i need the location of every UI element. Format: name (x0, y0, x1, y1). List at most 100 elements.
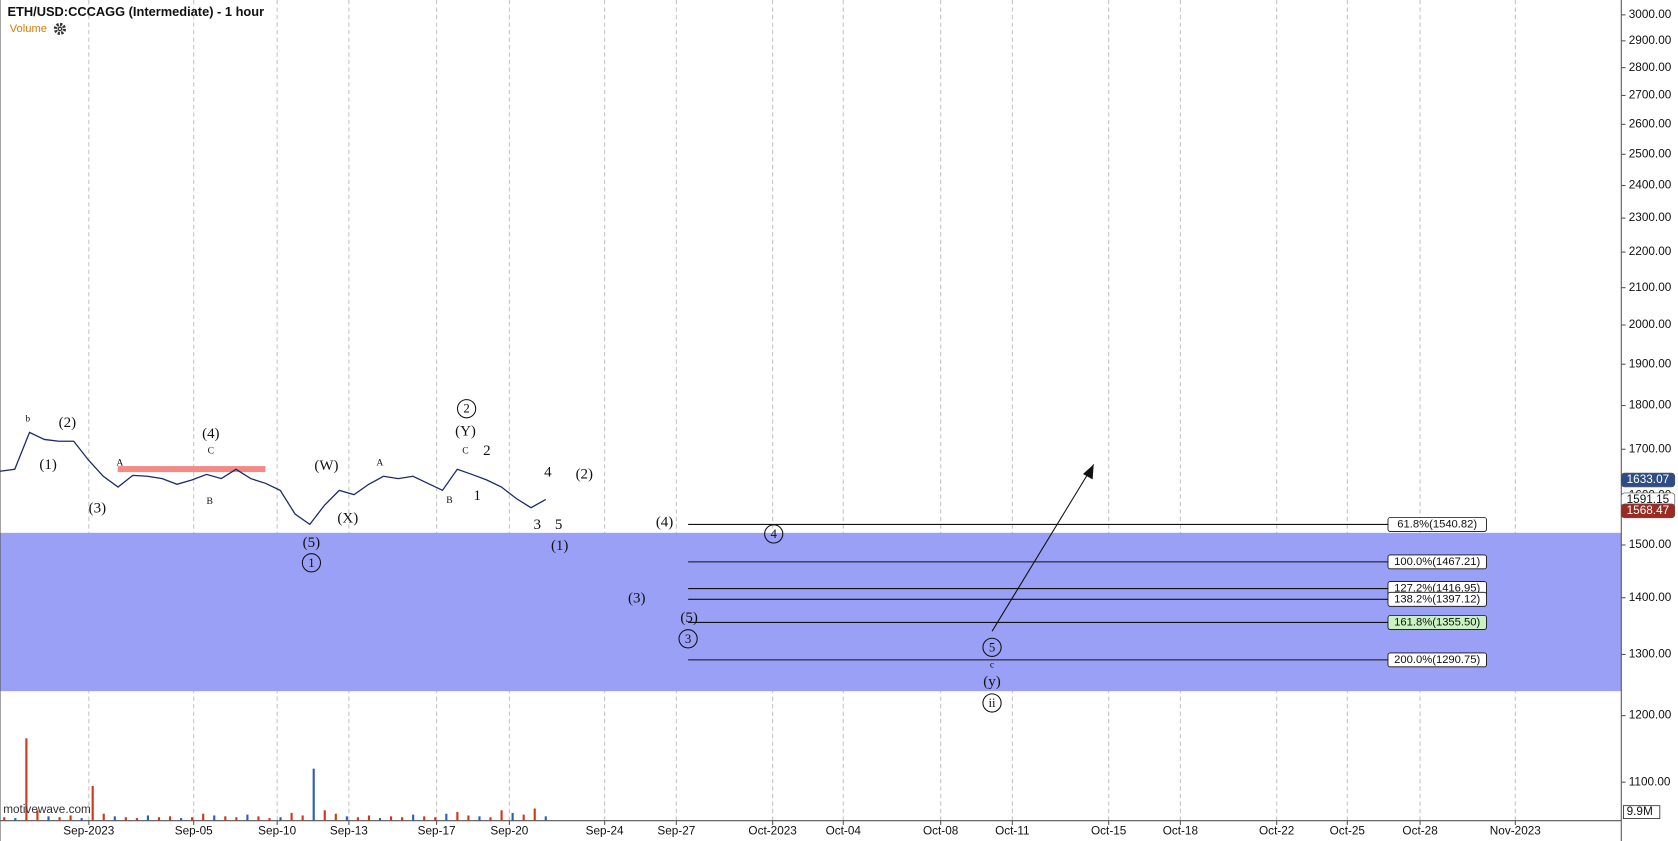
volume-bar (345, 816, 348, 821)
volume-bar (202, 813, 205, 821)
volume-bar (312, 768, 315, 821)
volume-bar (301, 815, 304, 821)
y-tick-label: 2200.00 (1629, 245, 1672, 258)
volume-bar (533, 808, 536, 821)
fib-label-box (1387, 615, 1487, 630)
fib-label: 61.8%(1540.82) (1397, 518, 1477, 530)
volume-bar (401, 817, 404, 821)
wave-label: (W) (314, 458, 338, 474)
wave-circle (301, 553, 322, 573)
price-marker-box (1620, 472, 1676, 488)
y-tick-label: 1400.00 (1629, 591, 1672, 604)
volume-bar (378, 818, 382, 821)
y-tick-label: 2600.00 (1629, 117, 1672, 130)
volume-bar (389, 816, 393, 821)
volume-bar (224, 816, 227, 821)
wave-label: A (376, 458, 383, 469)
wave-label: 5 (989, 640, 995, 654)
y-tick-label: 2300.00 (1629, 211, 1672, 224)
wave-label: ii (988, 696, 996, 710)
wave-label: (2) (576, 467, 593, 483)
fib-label: 138.2%(1397.12) (1394, 593, 1480, 605)
volume-bar (334, 813, 337, 821)
volume-bar (489, 817, 492, 821)
wave-label: (3) (89, 501, 106, 517)
wave-label: 2 (463, 402, 469, 416)
wave-label: 3 (533, 517, 540, 533)
wave-circle (456, 399, 477, 419)
volume-label[interactable]: Volume (10, 23, 47, 35)
volume-bar (3, 817, 6, 821)
volume-bar (279, 817, 282, 821)
wave-circle (764, 524, 784, 544)
fib-label-box (1387, 591, 1487, 607)
volume-bar (235, 817, 238, 821)
background-layer (0, 0, 1622, 821)
volume-bar (423, 816, 426, 821)
volume-bar (467, 815, 470, 821)
wave-label: (1) (39, 457, 56, 473)
volume-bar (124, 817, 127, 821)
y-tick-label: 2700.00 (1629, 89, 1672, 102)
wave-label: (5) (680, 610, 697, 626)
chart-title: ETH/USD:CCCAGG (Intermediate) - 1 hour (7, 4, 264, 19)
x-tick-label: Oct-25 (1330, 824, 1366, 837)
volume-bar (500, 810, 503, 821)
wave-circle (982, 693, 1002, 713)
x-tick-label: Oct-18 (1163, 824, 1199, 837)
volume-bar (36, 810, 39, 821)
target-zone (0, 532, 1622, 692)
x-tick-label: Sep-27 (657, 824, 695, 837)
volume-bar (412, 814, 415, 821)
wave-label: (4) (656, 515, 673, 531)
volume-bar (113, 816, 116, 821)
y-tick-label: 2500.00 (1629, 147, 1672, 160)
x-tick-label: Oct-28 (1402, 824, 1438, 837)
y-tick-label: 1300.00 (1629, 648, 1672, 661)
x-tick-label: Sep-13 (330, 824, 368, 837)
volume-bar (456, 812, 459, 821)
settings-icon[interactable] (53, 22, 67, 35)
fib-label-box (1387, 517, 1487, 532)
x-tick-label: Sep-05 (175, 824, 213, 837)
wave-label: B (446, 495, 452, 506)
fib-label-box (1387, 652, 1487, 668)
wave-label: c (990, 660, 994, 671)
wave-label: 4 (544, 464, 552, 480)
wave-label: A (116, 458, 123, 469)
volume-bar (135, 818, 138, 821)
volume-bar (58, 817, 61, 821)
x-tick-label: Oct-15 (1091, 824, 1127, 837)
volume-bar (180, 818, 183, 821)
wave-label: b (25, 414, 30, 425)
volume-bar (80, 818, 83, 821)
volume-bar (191, 817, 194, 821)
volume-bar (522, 814, 525, 821)
price-marker-label: 1568.47 (1627, 504, 1670, 517)
wave-label: 1 (474, 488, 481, 504)
volume-bar (168, 816, 172, 821)
wave-label: 1 (308, 556, 314, 570)
fib-label: 161.8%(1355.50) (1394, 616, 1480, 628)
fib-label: 200.0%(1290.75) (1394, 654, 1480, 666)
wave-circle (982, 637, 1002, 657)
x-tick-label: Sep-2023 (63, 824, 114, 837)
volume-bar (102, 813, 105, 821)
y-tick-label: 1200.00 (1629, 709, 1672, 722)
wave-label: (y) (983, 674, 1000, 690)
x-tick-label: Oct-22 (1259, 824, 1294, 837)
resistance-zone (117, 466, 266, 473)
wave-label: C (208, 446, 214, 457)
y-tick-label: 1800.00 (1629, 399, 1672, 412)
volume-bar (511, 812, 514, 821)
x-tick-label: Oct-11 (995, 824, 1029, 837)
wave-label: (2) (59, 415, 76, 431)
wave-label: (1) (551, 538, 568, 554)
price-line (0, 431, 547, 526)
price-marker-box (1620, 503, 1676, 519)
fib-label: 127.2%(1416.95) (1394, 583, 1480, 595)
volume-bar (478, 816, 481, 821)
y-tick-label: 2400.00 (1629, 179, 1672, 192)
